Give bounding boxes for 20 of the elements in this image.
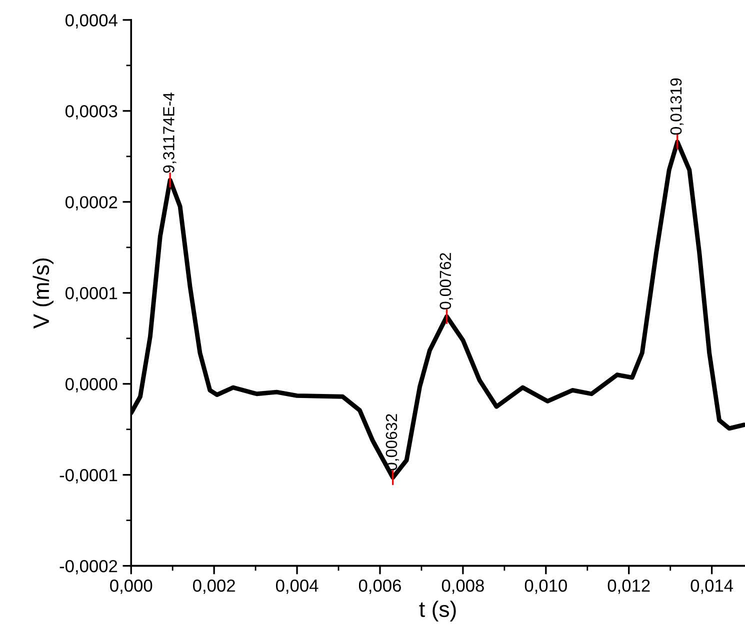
y-tick-label: 0,0004 — [66, 14, 118, 28]
y-tick-label: 0,0003 — [66, 105, 118, 120]
y-tick-label: 0,0002 — [66, 196, 118, 210]
y-axis-title: V (m/s) — [32, 258, 54, 329]
x-axis-title: t (s) — [419, 600, 456, 622]
x-tick-label: 0,010 — [524, 579, 567, 594]
annotation: 0,01319 — [670, 78, 684, 135]
y-tick-label: 0,0000 — [66, 378, 118, 392]
x-tick-label: 0,014 — [690, 579, 734, 594]
y-tick-label: -0,0002 — [60, 560, 118, 574]
x-tick-label: 0,004 — [276, 579, 318, 594]
x-tick-label: 0,002 — [193, 579, 235, 594]
y-tick-label: -0,0001 — [60, 469, 118, 484]
y-tick-label: 0,0001 — [66, 287, 118, 302]
annotation: 0,00762 — [440, 253, 453, 310]
x-tick-label: 0,000 — [110, 579, 152, 594]
annotation: 9,31174E-4 — [163, 92, 176, 173]
x-tick-label: 0,008 — [442, 579, 484, 594]
x-tick-label: 0,006 — [358, 579, 401, 594]
x-tick-label: 0,012 — [608, 579, 650, 594]
